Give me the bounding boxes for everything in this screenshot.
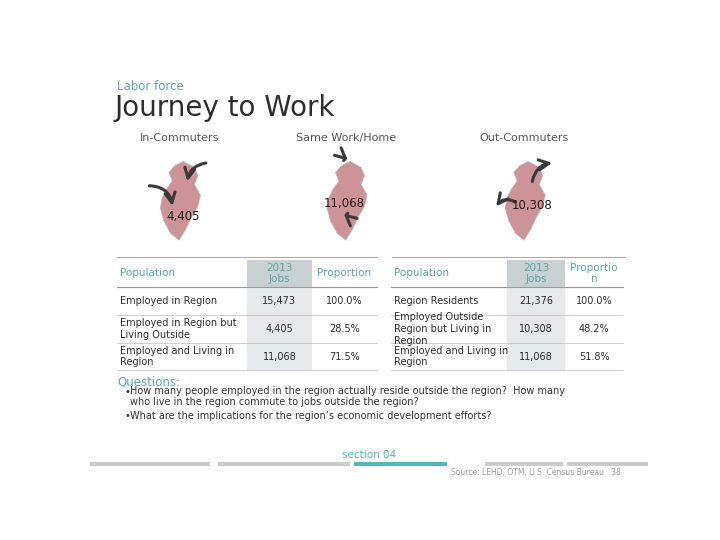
Text: In-Commuters: In-Commuters xyxy=(140,132,219,143)
Text: Questions:: Questions: xyxy=(117,375,180,388)
Text: Source: LEHD, OTM, U.S. Census Bureau   38: Source: LEHD, OTM, U.S. Census Bureau 38 xyxy=(451,468,621,477)
Text: 48.2%: 48.2% xyxy=(579,324,609,334)
Text: Employed in Region but
Living Outside: Employed in Region but Living Outside xyxy=(120,318,237,340)
Text: Region Residents: Region Residents xyxy=(394,296,478,306)
Text: Population: Population xyxy=(394,268,449,279)
Bar xyxy=(247,343,312,370)
Bar xyxy=(247,315,312,343)
Text: Employed Outside
Region but Living in
Region: Employed Outside Region but Living in Re… xyxy=(394,312,491,346)
Text: What are the implications for the region’s economic development efforts?: What are the implications for the region… xyxy=(130,410,492,421)
Bar xyxy=(485,462,563,466)
Text: 4,405: 4,405 xyxy=(266,324,293,334)
Text: 10,308: 10,308 xyxy=(519,324,553,334)
Text: 51.8%: 51.8% xyxy=(579,352,609,362)
Text: Proportio
n: Proportio n xyxy=(570,262,618,284)
Text: •: • xyxy=(124,387,130,397)
Text: Employed and Living in
Region: Employed and Living in Region xyxy=(394,346,508,367)
Bar xyxy=(218,462,350,466)
Bar xyxy=(567,462,648,466)
Bar xyxy=(357,462,365,466)
Text: 100.0%: 100.0% xyxy=(326,296,363,306)
Text: Same Work/Home: Same Work/Home xyxy=(296,132,396,143)
Text: Out-Commuters: Out-Commuters xyxy=(480,132,569,143)
Polygon shape xyxy=(327,161,367,240)
Polygon shape xyxy=(505,161,545,240)
Text: How many people employed in the region actually reside outside the region?  How : How many people employed in the region a… xyxy=(130,386,565,408)
Text: Journey to Work: Journey to Work xyxy=(114,94,336,122)
Text: •: • xyxy=(124,411,130,421)
Text: Employed and Living in
Region: Employed and Living in Region xyxy=(120,346,235,367)
Text: section 04: section 04 xyxy=(342,450,396,460)
Bar xyxy=(507,260,565,287)
Text: 10,308: 10,308 xyxy=(511,199,552,212)
Text: 2013
Jobs: 2013 Jobs xyxy=(523,262,549,284)
Text: Labor force: Labor force xyxy=(117,80,184,93)
Text: 21,376: 21,376 xyxy=(519,296,553,306)
Text: 28.5%: 28.5% xyxy=(329,324,360,334)
Text: 11,068: 11,068 xyxy=(263,352,296,362)
Bar xyxy=(247,260,312,287)
Text: 4,405: 4,405 xyxy=(166,210,199,223)
Polygon shape xyxy=(161,161,200,240)
Text: Proportion: Proportion xyxy=(318,268,372,279)
Bar xyxy=(90,462,210,466)
Text: Employed in Region: Employed in Region xyxy=(120,296,217,306)
Bar xyxy=(247,287,312,315)
Text: 11,068: 11,068 xyxy=(324,197,365,210)
Bar xyxy=(507,287,565,315)
Bar xyxy=(507,343,565,370)
Text: Population: Population xyxy=(120,268,175,279)
Text: 71.5%: 71.5% xyxy=(329,352,360,362)
Bar xyxy=(354,462,446,466)
Text: 11,068: 11,068 xyxy=(519,352,553,362)
Bar xyxy=(507,315,565,343)
Text: 2013
Jobs: 2013 Jobs xyxy=(266,262,292,284)
Text: 100.0%: 100.0% xyxy=(576,296,613,306)
Text: 15,473: 15,473 xyxy=(262,296,297,306)
